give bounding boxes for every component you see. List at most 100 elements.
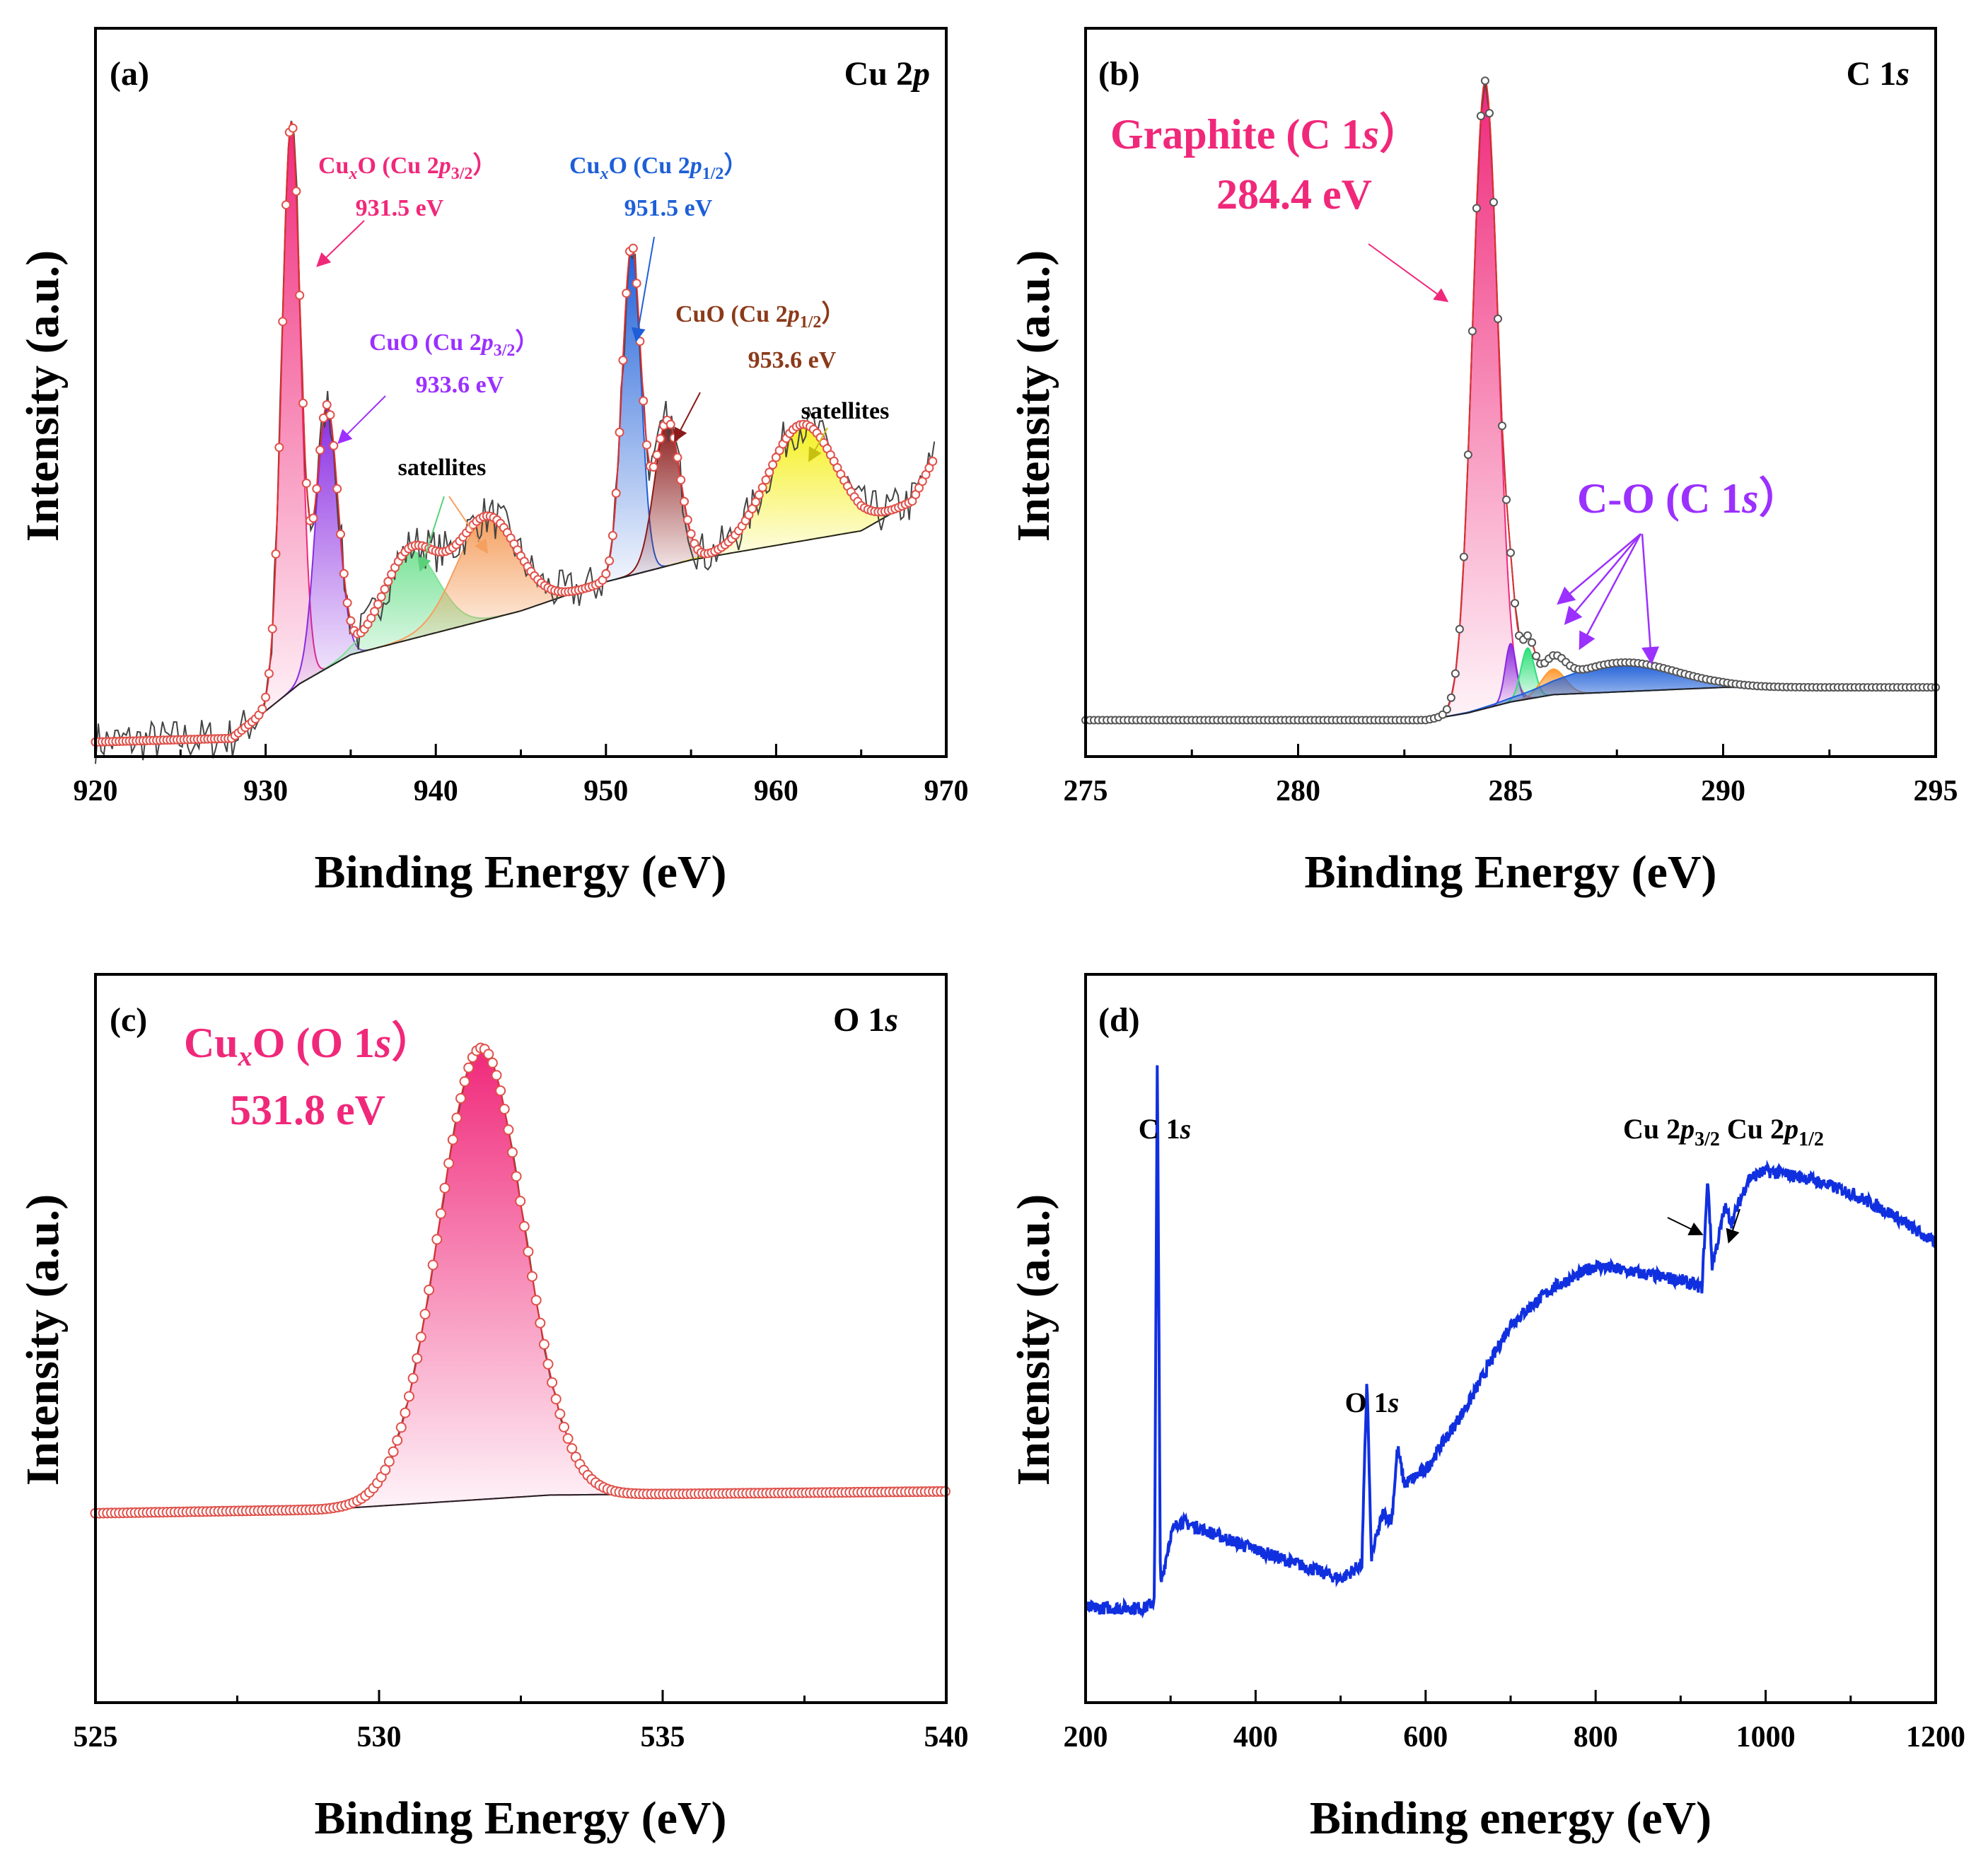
x-ticks-c: 525 530 535 540: [74, 1690, 969, 1754]
fit-marker: [332, 484, 342, 494]
x-tick-label: 275: [1064, 775, 1108, 807]
arrow-9315: [316, 220, 365, 267]
fit-marker: [312, 484, 322, 494]
fit-marker: [768, 460, 778, 469]
fit-marker: [605, 556, 615, 566]
ann-cuo-2p12-a: CuO (Cu 2p1/2）: [675, 300, 845, 332]
fit-marker: [415, 1331, 426, 1343]
fit-marker: [550, 1394, 562, 1405]
fit-marker: [611, 489, 621, 498]
x-tick-label: 1000: [1736, 1721, 1796, 1754]
fit-marker: [622, 288, 632, 298]
x-tick-label: 295: [1914, 775, 1958, 807]
fit-marker: [392, 1435, 403, 1446]
x-tick-label: 200: [1064, 1721, 1108, 1754]
panel-d-survey: 200 400 600 800 1000 1200 (d) Binding energy …: [1008, 973, 1965, 1844]
x-tick-label: 400: [1233, 1721, 1278, 1754]
fit-marker: [676, 475, 686, 485]
x-ticks-d: 200 400 600 800 1000 1200: [1064, 1690, 1965, 1754]
y-axis-label-d: Intensity (a.u.): [1008, 1194, 1059, 1486]
fit-marker: [451, 1112, 463, 1124]
fit-marker: [554, 1408, 566, 1420]
peak-284.4: [1433, 81, 1537, 720]
fit-marker: [261, 692, 271, 702]
fit-marker: [443, 1157, 455, 1169]
panel-title-a: Cu 2p: [844, 55, 930, 93]
fit-marker: [380, 584, 390, 594]
fit-marker: [559, 1421, 569, 1433]
fit-marker: [395, 1422, 407, 1433]
fit-marker: [1498, 421, 1506, 431]
fit-marker: [257, 704, 267, 714]
fit-marker: [507, 1147, 518, 1158]
fit-marker: [1502, 495, 1511, 504]
fit-marker: [530, 1295, 542, 1306]
fit-marker: [761, 475, 771, 485]
raw-spectrum: [95, 120, 936, 764]
fit-marker: [1485, 109, 1494, 118]
fit-marker: [618, 356, 628, 365]
fit-marker: [535, 1317, 546, 1329]
x-tick-label: 290: [1701, 775, 1745, 807]
fit-marker: [388, 1446, 399, 1457]
fit-marker: [308, 513, 318, 523]
ann-energy-9336: 933.6 eV: [416, 372, 504, 398]
x-tick-label: 285: [1489, 775, 1533, 807]
fit-marker: [1459, 552, 1468, 561]
fit-markers: [1081, 76, 1940, 725]
arrow-9336: [337, 395, 386, 444]
ann-cuxo-o1s-c: CuxO (O 1s）: [184, 1019, 434, 1072]
panel-label-a: (a): [110, 55, 149, 93]
fit-marker: [407, 1372, 419, 1384]
x-tick-label: 950: [583, 775, 628, 807]
x-tick-label: 530: [357, 1721, 402, 1754]
fit-marker: [757, 483, 767, 492]
ann-energy-9315: 931.5 eV: [356, 195, 444, 221]
fit-marker: [298, 398, 308, 408]
x-tick-label: 540: [924, 1721, 969, 1754]
fit-marker: [483, 1049, 494, 1060]
ann-cuxo-2p32-a: CuxO (Cu 2p3/2）: [318, 151, 496, 183]
ann-energy-9536: 953.6 eV: [748, 347, 837, 373]
fit-marker: [412, 1353, 423, 1364]
fit-marker: [1476, 112, 1485, 120]
fit-markers: [90, 1042, 951, 1519]
panel-c-o1s: 525 530 535 540 (c) O 1s Binding Energy (eV…: [17, 973, 969, 1844]
fit-marker: [754, 490, 764, 500]
fit-marker: [1451, 669, 1460, 678]
fit-marker: [383, 1456, 395, 1467]
x-ticks-a: 920 930 940 950 960 970: [74, 744, 969, 807]
x-tick-label: 800: [1574, 1721, 1618, 1754]
axes-frame-a: [94, 27, 948, 758]
plot-area-c: [90, 1042, 951, 1519]
fit-marker: [1467, 327, 1477, 336]
arrow-sat-yellow: [808, 427, 828, 462]
fit-marker: [686, 529, 696, 539]
plot-area-b: [1081, 76, 1940, 725]
plot-area-a: [91, 120, 938, 764]
arrow-cu2p32: [1667, 1217, 1704, 1235]
fit-marker: [1438, 710, 1447, 719]
fit-marker: [632, 279, 641, 288]
fit-marker: [518, 1221, 530, 1232]
fit-marker: [439, 1182, 451, 1194]
x-tick-label: 525: [74, 1721, 118, 1754]
x-axis-label-d: Binding energy (eV): [1310, 1792, 1711, 1844]
fit-marker: [656, 433, 665, 443]
x-ticks-b: 275 280 285 290 295: [1064, 744, 1958, 807]
fit-marker: [463, 1062, 475, 1073]
survey-spectrum-line: [1084, 1065, 1937, 1619]
fit-marker: [495, 1085, 506, 1097]
fit-marker: [271, 549, 281, 559]
fit-marker: [665, 419, 675, 429]
fit-marker: [1463, 450, 1472, 460]
fit-marker: [278, 317, 288, 327]
fit-marker: [639, 396, 649, 406]
fit-marker: [542, 1358, 554, 1370]
ann-cuo-2p32-a: CuO (Cu 2p3/2）: [369, 328, 539, 360]
arrow-sat-orange: [448, 496, 489, 554]
x-tick-label: 280: [1276, 775, 1320, 807]
fit-marker: [383, 577, 393, 586]
fit-marker: [301, 478, 311, 488]
ann-c1s-d: C 1s: [1139, 1113, 1191, 1145]
